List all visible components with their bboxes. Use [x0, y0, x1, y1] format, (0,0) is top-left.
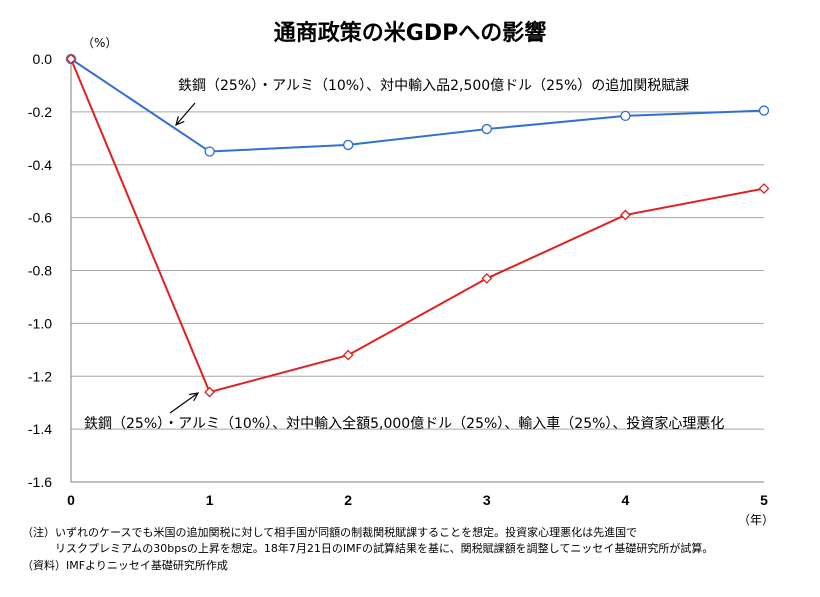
series-1-point — [620, 110, 631, 121]
footnote-line-1: （注）いずれのケースでも米国の追加関税に対して相手国が同額の制裁関税賦課すること… — [22, 526, 638, 539]
series-2-point — [204, 386, 216, 398]
annotation-arrowhead-2 — [189, 392, 200, 402]
x-tick-label: 2 — [344, 492, 352, 508]
x-tick-label: 3 — [483, 492, 491, 508]
y-tick-label: -0.2 — [28, 104, 52, 120]
y-tick-label: -0.4 — [28, 157, 52, 173]
y-tick-label: -1.4 — [28, 421, 52, 437]
series-2-point — [758, 183, 770, 194]
y-tick-label: -0.8 — [28, 263, 52, 279]
chart-title: 通商政策の米GDPへの影響 — [274, 20, 546, 46]
annotation-arrowhead-1 — [175, 116, 185, 127]
y-tick-label: -1.0 — [28, 315, 52, 331]
x-tick-label: 1 — [206, 492, 214, 508]
series-2-point — [342, 349, 354, 361]
series-1-point — [481, 123, 492, 135]
y-axis-unit: （%） — [82, 36, 117, 50]
series-line-1 — [70, 58, 765, 153]
source-note: （資料）IMFよりニッセイ基礎研究所作成 — [22, 559, 228, 572]
annotation-arrow-1 — [175, 102, 196, 126]
series-2-point — [481, 273, 493, 284]
series-1-point — [204, 146, 215, 157]
series-2-point — [619, 209, 631, 221]
series-1-annotation: 鉄鋼（25%）・アルミ（10%）、対中輸入品2,500億ドル（25%）の追加関税… — [178, 78, 689, 94]
y-tick-label: -1.6 — [28, 474, 52, 490]
annotation-arrow-2 — [169, 392, 199, 414]
y-tick-label: -1.2 — [28, 368, 52, 384]
series-2-annotation: 鉄鋼（25%）・アルミ（10%）、対中輸入全額5,000億ドル（25%）、輸入車… — [84, 415, 724, 432]
y-tick-label: -0.6 — [28, 210, 52, 226]
series-1-point — [343, 139, 354, 151]
series-2-point — [65, 53, 77, 65]
y-tick-label: 0.0 — [33, 51, 53, 67]
x-tick-label: 0 — [67, 492, 75, 508]
x-tick-label: 4 — [622, 492, 630, 508]
footnote-line-2: リスクプレミアムの30bpsの上昇を想定。18年7月21日のIMFの試算結果を基… — [22, 542, 714, 555]
series-1-point — [758, 105, 770, 116]
x-axis-unit: （年） — [738, 513, 774, 527]
x-tick-label: 5 — [760, 492, 768, 508]
series-line-2 — [70, 58, 765, 394]
